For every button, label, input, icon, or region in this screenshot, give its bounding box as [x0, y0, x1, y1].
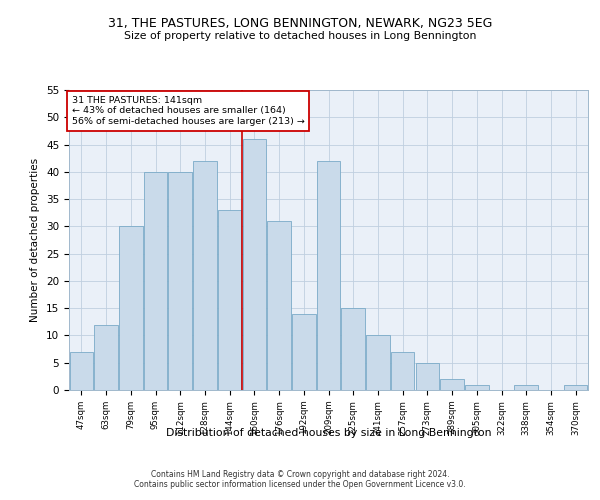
Bar: [440, 379, 464, 390]
Bar: [465, 384, 488, 390]
Bar: [341, 308, 365, 390]
Bar: [514, 384, 538, 390]
Bar: [169, 172, 192, 390]
Text: 31 THE PASTURES: 141sqm
← 43% of detached houses are smaller (164)
56% of semi-d: 31 THE PASTURES: 141sqm ← 43% of detache…: [71, 96, 304, 126]
Bar: [94, 324, 118, 390]
Bar: [70, 352, 93, 390]
Bar: [416, 362, 439, 390]
Bar: [218, 210, 241, 390]
Bar: [144, 172, 167, 390]
Text: Size of property relative to detached houses in Long Bennington: Size of property relative to detached ho…: [124, 31, 476, 41]
Bar: [268, 221, 291, 390]
Bar: [391, 352, 415, 390]
Text: Contains HM Land Registry data © Crown copyright and database right 2024.
Contai: Contains HM Land Registry data © Crown c…: [134, 470, 466, 489]
Bar: [119, 226, 143, 390]
Bar: [564, 384, 587, 390]
Y-axis label: Number of detached properties: Number of detached properties: [31, 158, 40, 322]
Text: 31, THE PASTURES, LONG BENNINGTON, NEWARK, NG23 5EG: 31, THE PASTURES, LONG BENNINGTON, NEWAR…: [108, 18, 492, 30]
Bar: [317, 161, 340, 390]
Bar: [366, 336, 389, 390]
Bar: [193, 161, 217, 390]
Bar: [242, 139, 266, 390]
Bar: [292, 314, 316, 390]
Text: Distribution of detached houses by size in Long Bennington: Distribution of detached houses by size …: [166, 428, 491, 438]
